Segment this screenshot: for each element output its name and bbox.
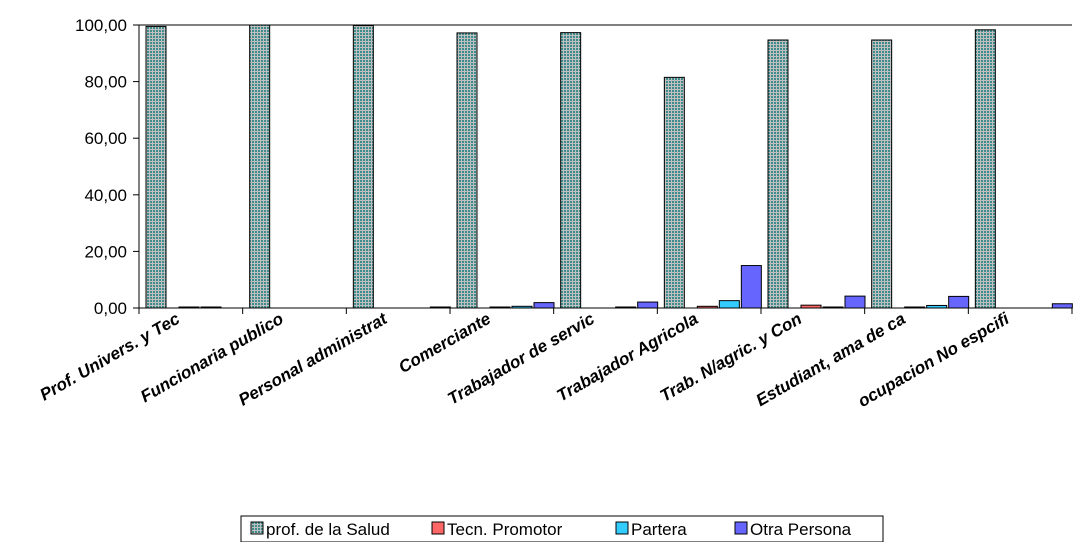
bar-prof-de-la-salud-1 bbox=[249, 24, 271, 309]
legend: prof. de la Salud Tecn. Promotor Partera Ot… bbox=[240, 515, 884, 542]
y-tick-label: 40,00 bbox=[84, 186, 127, 205]
y-tick-label: 80,00 bbox=[84, 73, 127, 92]
y-tick-label: 100,00 bbox=[75, 16, 127, 35]
legend-swatch bbox=[431, 521, 445, 535]
legend-box bbox=[240, 515, 884, 542]
legend-label: Otra Persona bbox=[750, 520, 852, 539]
legend-label: prof. de la Salud bbox=[266, 520, 390, 539]
bar-prof-de-la-salud-3 bbox=[456, 32, 478, 309]
y-tick-label: 20,00 bbox=[84, 242, 127, 261]
legend-swatch bbox=[250, 521, 264, 535]
x-tick-label: Comerciante bbox=[395, 309, 494, 377]
bar-otra-persona-7 bbox=[948, 295, 970, 309]
bar-prof-de-la-salud-4 bbox=[560, 32, 582, 309]
bar-otra-persona-6 bbox=[844, 295, 866, 309]
legend-label: Tecn. Promotor bbox=[447, 520, 563, 539]
legend-label: Partera bbox=[631, 520, 687, 539]
bar-partera-5 bbox=[718, 300, 740, 309]
bar-otra-persona-3 bbox=[533, 302, 555, 309]
bar-prof-de-la-salud-7 bbox=[871, 39, 893, 309]
y-tick-label: 0,00 bbox=[94, 299, 127, 318]
bar-prof-de-la-salud-6 bbox=[767, 39, 789, 309]
bar-prof-de-la-salud-8 bbox=[974, 29, 996, 309]
legend-swatch bbox=[734, 521, 748, 535]
y-tick-label: 60,00 bbox=[84, 129, 127, 148]
y-axis: 0,00 20,00 40,00 60,00 80,00 100,00 bbox=[75, 16, 1072, 318]
bar-otra-persona-8 bbox=[1051, 303, 1073, 309]
bar-prof-de-la-salud-5 bbox=[663, 76, 685, 309]
bars bbox=[145, 24, 1073, 309]
legend-swatch bbox=[615, 521, 629, 535]
bar-otra-persona-5 bbox=[740, 265, 762, 309]
bar-prof-de-la-salud-0 bbox=[145, 25, 167, 309]
bar-otra-persona-4 bbox=[637, 301, 659, 309]
bar-prof-de-la-salud-2 bbox=[352, 25, 374, 309]
